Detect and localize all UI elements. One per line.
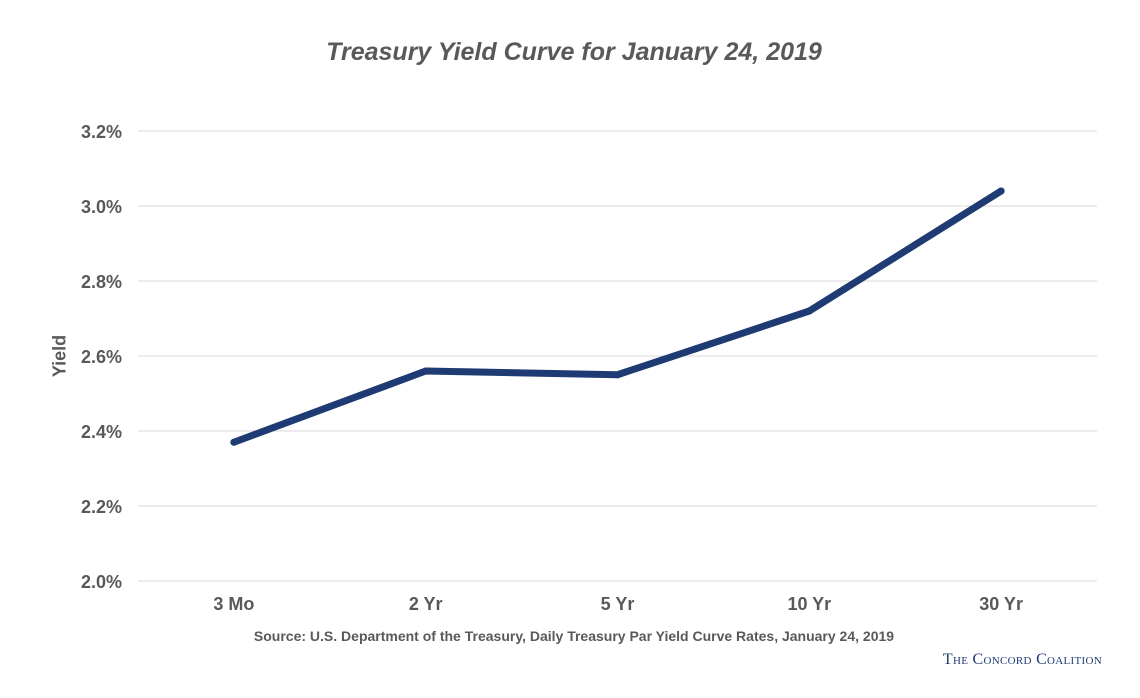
y-tick-label: 2.4%	[81, 422, 122, 442]
data-point	[230, 438, 238, 446]
y-tick-label: 3.2%	[81, 122, 122, 142]
x-tick-label: 3 Mo	[213, 594, 254, 614]
data-point	[614, 371, 621, 379]
x-tick-label: 10 Yr	[787, 594, 831, 614]
brand-logo-text: The Concord Coalition	[943, 651, 1102, 669]
y-tick-label: 2.6%	[81, 347, 122, 367]
series-line	[230, 187, 1005, 446]
chart-title: Treasury Yield Curve for January 24, 201…	[326, 38, 822, 66]
y-tick-label: 2.0%	[81, 572, 122, 592]
y-tick-label: 2.2%	[81, 497, 122, 517]
y-tick-label: 3.0%	[81, 197, 122, 217]
data-point	[422, 367, 430, 375]
x-tick-label: 5 Yr	[601, 594, 635, 614]
x-tick-label: 30 Yr	[979, 594, 1023, 614]
y-tick-label: 2.8%	[81, 272, 122, 292]
source-note: Source: U.S. Department of the Treasury,…	[253, 628, 895, 644]
x-tick-label: 2 Yr	[409, 594, 443, 614]
data-point	[997, 187, 1005, 195]
data-point	[805, 307, 813, 315]
brand-logo-label: The Concord Coalition	[942, 651, 1102, 668]
